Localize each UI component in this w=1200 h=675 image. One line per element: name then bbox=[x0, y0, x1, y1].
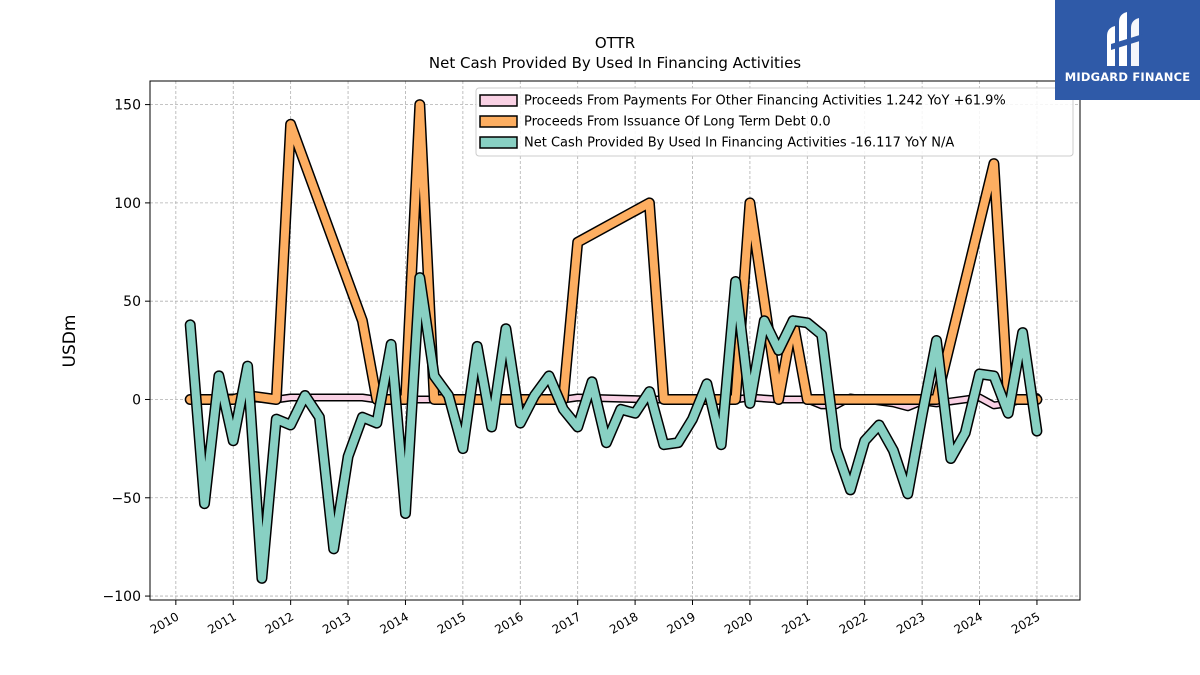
series-line-3 bbox=[186, 273, 1041, 583]
x-tick-label: 2025 bbox=[1009, 609, 1042, 636]
brand-logo: MIDGARD FINANCE bbox=[1055, 0, 1200, 100]
x-tick-label: 2019 bbox=[665, 609, 698, 636]
brand-name: MIDGARD FINANCE bbox=[1064, 70, 1191, 84]
x-tick-label: 2021 bbox=[779, 609, 812, 636]
legend-box bbox=[475, 87, 1074, 157]
legend-swatch-3 bbox=[479, 136, 518, 149]
series-line-2 bbox=[186, 100, 1041, 404]
plot-frame bbox=[149, 80, 1081, 601]
midgard-logo-icon bbox=[1107, 12, 1143, 66]
legend: Proceeds From Payments For Other Financi… bbox=[475, 87, 1074, 157]
x-tick-label: 2017 bbox=[550, 609, 583, 636]
legend-label-2: Proceeds From Issuance Of Long Term Debt… bbox=[524, 115, 831, 130]
y-tick-label: −100 bbox=[103, 589, 141, 605]
legend-swatch-1 bbox=[479, 94, 518, 107]
x-tick-label: 2010 bbox=[148, 609, 181, 636]
legend-label-3: Net Cash Provided By Used In Financing A… bbox=[524, 136, 954, 151]
y-axis-label: USDm bbox=[60, 315, 80, 368]
grid-lines bbox=[150, 81, 1080, 600]
x-axis: 2010 2011 2012 2013 2014 2015 2016 2017 2018 2019… bbox=[148, 600, 1042, 637]
series-group bbox=[184, 99, 1043, 584]
y-tick-label: −50 bbox=[111, 491, 141, 507]
x-tick-label: 2022 bbox=[837, 609, 870, 636]
x-tick-label: 2013 bbox=[320, 609, 353, 636]
x-tick-label: 2012 bbox=[263, 609, 296, 636]
x-tick-label: 2020 bbox=[722, 609, 755, 636]
x-tick-label: 2018 bbox=[607, 609, 640, 636]
legend-swatch-2 bbox=[479, 115, 518, 128]
y-tick-label: 150 bbox=[114, 98, 141, 114]
y-axis: 150 100 50 0 −50 −100 bbox=[103, 98, 150, 605]
y-tick-label: 100 bbox=[114, 196, 141, 212]
x-tick-label: 2011 bbox=[205, 609, 238, 636]
x-tick-label: 2016 bbox=[492, 609, 525, 636]
y-tick-label: 0 bbox=[132, 392, 141, 408]
x-tick-label: 2014 bbox=[378, 609, 411, 636]
x-tick-label: 2023 bbox=[894, 609, 927, 636]
x-tick-label: 2024 bbox=[952, 609, 985, 636]
y-tick-label: 50 bbox=[123, 294, 141, 310]
legend-label-1: Proceeds From Payments For Other Financi… bbox=[524, 94, 1006, 109]
chart-title: OTTR bbox=[595, 34, 635, 52]
chart-subtitle: Net Cash Provided By Used In Financing A… bbox=[429, 54, 801, 72]
x-tick-label: 2015 bbox=[435, 609, 468, 636]
